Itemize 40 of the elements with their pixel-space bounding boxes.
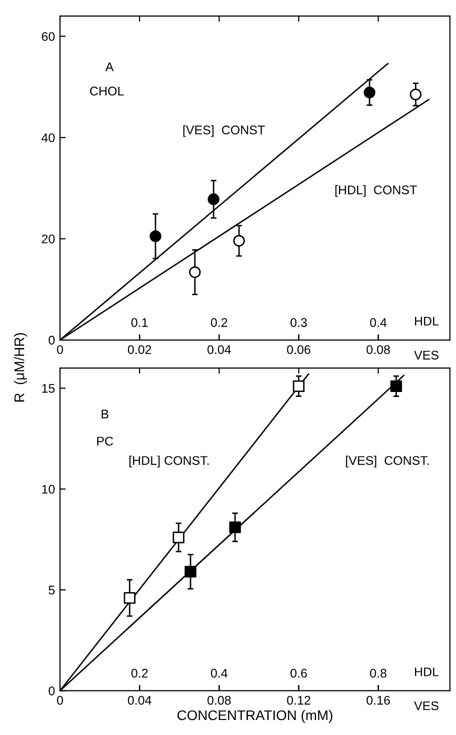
y-tick-label: 60: [42, 32, 55, 41]
y-tick-label: 0: [48, 686, 55, 696]
y-axis-title: R (μM/HR): [14, 333, 27, 402]
x-tick-label: 0.16: [366, 696, 390, 705]
x-tick-label: 0.08: [366, 345, 390, 354]
y-tick-label: 10: [42, 484, 55, 494]
y-tick-label: 20: [42, 234, 55, 244]
x2-tick-label: 0.6: [290, 668, 307, 678]
x-tick-label: 0.02: [128, 345, 152, 354]
x-axis-title: CONCENTRATION (mM): [177, 710, 332, 723]
x-tick-label: 0.04: [207, 345, 231, 354]
x2-tick-label: 0.8: [370, 668, 386, 678]
annotation: [VES] CONST.: [346, 456, 429, 468]
annotation: PC: [97, 436, 114, 446]
x-tick-label: 0.04: [128, 696, 152, 705]
annotation: [HDL] CONST.: [129, 456, 209, 468]
x-tick-label: 0: [57, 696, 63, 705]
y-tick-label: 15: [42, 384, 55, 393]
x-tick-label: 0.08: [207, 696, 231, 705]
annotation: [VES] CONST: [183, 125, 265, 137]
annotation: B: [102, 410, 108, 418]
annotation: CHOL: [90, 86, 124, 96]
annotation: A: [105, 62, 114, 72]
y-tick-label: 5: [48, 586, 55, 594]
x-tick-label: 0.12: [287, 696, 310, 705]
annotation: [HDL] CONST: [335, 185, 417, 197]
annotation: HDL: [415, 316, 439, 326]
x-tick-label: 0.06: [287, 345, 310, 354]
x2-tick-label: 0.4: [370, 318, 387, 327]
x2-tick-label: 0.2: [131, 668, 148, 678]
x2-tick-label: 0.1: [131, 318, 148, 327]
text: VES: [414, 350, 438, 360]
x2-tick-label: 0.3: [290, 318, 307, 327]
y-tick-label: 40: [42, 133, 55, 142]
x-tick-label: 0: [57, 345, 63, 354]
x2-tick-label: 0.4: [210, 668, 228, 678]
text: VES: [414, 701, 438, 710]
x2-tick-label: 0.2: [210, 318, 228, 327]
y-tick-label: 0: [48, 336, 55, 345]
annotation: HDL: [415, 668, 439, 676]
